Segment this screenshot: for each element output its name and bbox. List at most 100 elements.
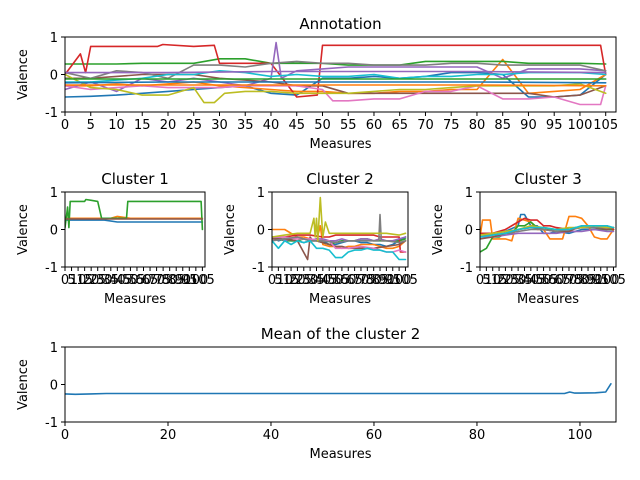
- chart-annotation: 0 5 10 15 20 25 30 35 40 45 50 55 60 65 70 75 80 85 90 95 10…: [16, 15, 618, 152]
- series-line-7: [65, 85, 607, 106]
- x-tick-label: 55: [340, 118, 357, 133]
- x-tick-label: 15: [76, 273, 93, 288]
- x-tick-label: 100: [595, 273, 620, 288]
- y-tick-label: -1: [252, 261, 265, 276]
- x-tick-label: 85: [580, 273, 597, 288]
- x-axis-label: Measures: [309, 137, 371, 152]
- y-tick-label: 0: [50, 379, 58, 394]
- x-tick-label: 80: [469, 428, 486, 443]
- x-tick-label: 100: [183, 273, 208, 288]
- x-tick-label: 40: [109, 273, 126, 288]
- series-group: [65, 382, 612, 396]
- series-line-2: [480, 215, 615, 242]
- x-tick-label: 55: [542, 273, 559, 288]
- x-tick-label: 10: [276, 273, 293, 288]
- x-tick-label: 95: [181, 273, 198, 288]
- x-tick-label: 20: [497, 273, 514, 288]
- x-tick-label: 100: [568, 428, 593, 443]
- x-axis-label: Measures: [104, 292, 166, 307]
- y-axis-label: Valence: [16, 49, 31, 100]
- x-tick-label: 65: [391, 118, 408, 133]
- y-tick-label: 0: [50, 224, 58, 239]
- x-tick-label: 85: [168, 273, 185, 288]
- x-tick-label: 20: [289, 273, 306, 288]
- x-tick-label: 30: [96, 273, 113, 288]
- x-tick-label: 20: [83, 273, 100, 288]
- x-tick-label: 95: [546, 118, 563, 133]
- x-tick-label: 60: [340, 273, 357, 288]
- x-tick-label: 25: [89, 273, 106, 288]
- x-tick-label: 100: [568, 118, 593, 133]
- x-tick-label: 15: [491, 273, 508, 288]
- x-tick-label: 20: [160, 118, 177, 133]
- x-tick-label: 105: [190, 273, 215, 288]
- series-line-14: [65, 70, 607, 74]
- x-tick-label: 70: [353, 273, 370, 288]
- y-tick-label: 1: [50, 186, 58, 201]
- series-line-8: [272, 213, 407, 244]
- series-line-10: [272, 240, 407, 261]
- y-tick-label: -1: [45, 106, 58, 121]
- x-tick-label: 80: [161, 273, 178, 288]
- x-tick-label: 90: [378, 273, 395, 288]
- y-tick-label: 0: [50, 69, 58, 84]
- x-tick-label: 85: [494, 118, 511, 133]
- x-tick-label: 55: [334, 273, 351, 288]
- x-tick-label: 5: [87, 118, 95, 133]
- x-tick-label: 80: [365, 273, 382, 288]
- x-tick-label: 70: [148, 273, 165, 288]
- x-tick-label: 105: [601, 273, 626, 288]
- series-line-3: [65, 57, 607, 66]
- series-group: [480, 213, 615, 253]
- x-tick-label: 45: [321, 273, 338, 288]
- x-tick-label: 25: [504, 273, 521, 288]
- x-axis-label: Measures: [517, 292, 579, 307]
- y-axis-label: Valence: [16, 204, 31, 255]
- series-line-1: [65, 382, 612, 396]
- x-tick-label: 100: [387, 273, 412, 288]
- x-tick-label: 5: [67, 273, 75, 288]
- x-tick-label: 5: [274, 273, 282, 288]
- x-tick-label: 0: [476, 273, 484, 288]
- x-tick-label: 45: [116, 273, 133, 288]
- x-axis-label: Measures: [309, 447, 371, 462]
- x-tick-label: 35: [516, 273, 533, 288]
- x-tick-label: 80: [573, 273, 590, 288]
- x-tick-label: 105: [593, 118, 618, 133]
- x-tick-label: 65: [346, 273, 363, 288]
- x-tick-label: 60: [366, 118, 383, 133]
- x-tick-label: 75: [567, 273, 584, 288]
- series-line-9: [272, 196, 407, 242]
- x-tick-label: 30: [510, 273, 527, 288]
- chart-title: Mean of the cluster 2: [261, 325, 421, 343]
- x-tick-label: 10: [108, 118, 125, 133]
- y-tick-label: 1: [50, 31, 58, 46]
- x-tick-label: 35: [103, 273, 120, 288]
- x-tick-label: 0: [268, 273, 276, 288]
- y-axis-label: Valence: [223, 204, 238, 255]
- series-line-4: [65, 43, 607, 98]
- x-tick-label: 15: [134, 118, 151, 133]
- series-group: [272, 196, 407, 261]
- series-line-4: [272, 234, 407, 253]
- y-tick-label: 1: [50, 341, 58, 356]
- y-tick-label: 0: [257, 224, 265, 239]
- x-tick-label: 65: [142, 273, 159, 288]
- chart-title: Cluster 2: [306, 170, 374, 188]
- x-tick-label: 0: [61, 118, 69, 133]
- x-tick-label: 25: [185, 118, 202, 133]
- x-tick-label: 85: [372, 273, 389, 288]
- x-tick-label: 70: [561, 273, 578, 288]
- x-tick-label: 50: [314, 118, 331, 133]
- x-tick-label: 75: [359, 273, 376, 288]
- y-tick-label: 0: [465, 224, 473, 239]
- series-line-1: [65, 219, 204, 223]
- x-tick-label: 25: [296, 273, 313, 288]
- chart-title: Annotation: [299, 15, 381, 33]
- x-tick-label: 40: [263, 428, 280, 443]
- series-line-11: [65, 81, 607, 84]
- x-tick-label: 20: [160, 428, 177, 443]
- x-tick-label: 50: [122, 273, 139, 288]
